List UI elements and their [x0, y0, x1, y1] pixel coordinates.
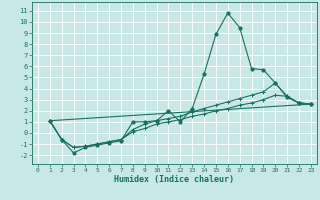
X-axis label: Humidex (Indice chaleur): Humidex (Indice chaleur): [115, 175, 234, 184]
